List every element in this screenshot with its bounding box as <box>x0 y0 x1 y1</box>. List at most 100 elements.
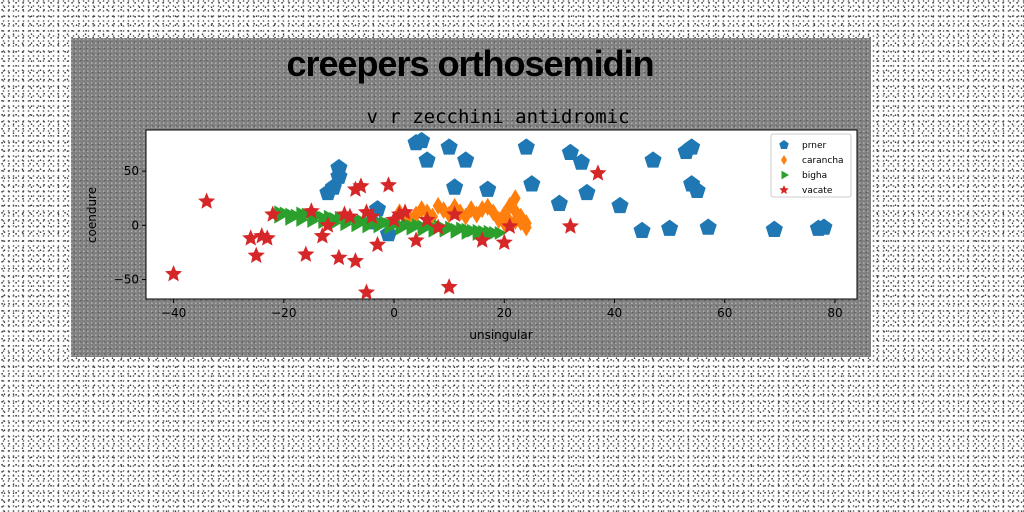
data-point-bigha <box>406 221 419 236</box>
data-point-vacate <box>390 205 409 222</box>
data-point-prner <box>815 218 833 235</box>
legend-box <box>770 133 852 198</box>
y-tick-label: 50 <box>124 164 139 178</box>
data-point-bigha <box>472 227 485 241</box>
data-point-prner <box>683 138 701 155</box>
data-point-vacate <box>368 235 387 253</box>
data-point-prner <box>661 219 679 236</box>
y-axis-label: coendure <box>85 187 99 243</box>
x-axis-label: unsingular <box>469 328 532 342</box>
data-point-prner <box>633 221 651 239</box>
data-point-bigha <box>340 217 353 232</box>
data-point-vacate <box>385 210 403 228</box>
data-point-bigha <box>285 211 298 226</box>
data-point-vacate <box>198 192 216 209</box>
data-point-vacate <box>589 164 607 181</box>
data-point-prner <box>644 151 662 168</box>
data-point-carancha <box>399 207 411 226</box>
data-point-carancha <box>410 205 422 224</box>
data-point-bigha <box>494 225 507 240</box>
data-point-prner <box>699 218 717 235</box>
legend-label: carancha <box>802 156 844 166</box>
legend-label: bigha <box>802 171 827 181</box>
x-tick-label: −20 <box>271 306 296 320</box>
data-point-prner <box>457 151 475 168</box>
data-point-prner <box>688 181 706 198</box>
data-point-vacate <box>363 207 381 224</box>
data-point-carancha <box>443 205 455 224</box>
data-point-vacate <box>495 233 513 250</box>
data-point-carancha <box>432 196 444 215</box>
data-point-prner <box>479 180 497 197</box>
data-point-vacate <box>440 278 458 295</box>
data-point-vacate <box>418 210 436 228</box>
data-point-vacate <box>264 205 282 222</box>
data-point-vacate <box>379 176 398 193</box>
data-marks <box>165 131 833 300</box>
chart-title: creepers orthosemidin <box>286 43 653 84</box>
data-point-vacate <box>346 252 364 269</box>
data-point-vacate <box>313 227 331 244</box>
data-point-prner <box>446 178 464 195</box>
data-point-prner <box>413 131 431 149</box>
figure: creepers orthosemidin v r zecchini antid… <box>71 38 871 357</box>
x-tick-label: 0 <box>390 306 398 320</box>
legend-label: prner <box>802 141 826 151</box>
legend-marker-vacate <box>779 185 789 195</box>
data-point-vacate <box>473 231 491 248</box>
axis-ticks: −40 −20 0 20 40 60 80 −50 0 50 <box>114 164 843 320</box>
x-tick-label: 80 <box>827 306 842 320</box>
x-tick-label: −40 <box>161 306 186 320</box>
data-point-vacate <box>247 246 265 263</box>
legend-marker-prner <box>779 140 789 150</box>
data-point-vacate <box>258 229 276 246</box>
data-point-prner <box>572 153 590 170</box>
data-point-vacate <box>302 202 320 219</box>
data-point-prner <box>523 175 541 192</box>
data-point-bigha <box>296 212 309 227</box>
data-point-bigha <box>384 220 397 235</box>
data-point-prner <box>418 151 436 168</box>
data-point-bigha <box>318 215 331 230</box>
data-point-vacate <box>357 203 376 220</box>
x-tick-label: 60 <box>717 306 732 320</box>
data-point-vacate <box>341 207 359 224</box>
data-point-vacate <box>446 205 464 222</box>
data-point-vacate <box>561 217 579 234</box>
series-prner <box>319 131 833 242</box>
data-point-prner <box>440 138 458 155</box>
chart-subtitle: v r zecchini antidromic <box>366 106 629 128</box>
data-point-bigha <box>307 214 320 228</box>
data-point-prner <box>517 138 535 155</box>
x-tick-label: 40 <box>607 306 622 320</box>
data-point-bigha <box>362 219 375 234</box>
data-point-vacate <box>319 216 337 233</box>
legend: prner carancha bigha vacate <box>770 133 852 198</box>
data-point-bigha <box>417 222 430 237</box>
y-tick-label: 0 <box>131 218 139 232</box>
data-point-prner <box>578 183 596 201</box>
data-point-prner <box>319 183 337 201</box>
y-tick-label: −50 <box>114 273 139 287</box>
data-point-carancha <box>504 196 516 215</box>
data-point-vacate <box>346 180 364 197</box>
data-point-bigha <box>461 225 474 240</box>
data-point-carancha <box>520 218 532 237</box>
data-point-bigha <box>450 224 463 239</box>
data-point-vacate <box>357 283 376 300</box>
data-point-vacate <box>396 203 414 220</box>
data-point-vacate <box>352 177 370 194</box>
x-tick-label: 20 <box>497 306 512 320</box>
data-point-prner <box>550 194 568 211</box>
scatter-chart: creepers orthosemidin v r zecchini antid… <box>85 43 858 342</box>
data-point-vacate <box>407 231 425 248</box>
legend-label: vacate <box>802 186 833 196</box>
data-point-vacate <box>429 218 447 235</box>
legend-marker-carancha <box>781 155 787 165</box>
data-point-vacate <box>297 245 315 262</box>
data-point-prner <box>611 196 629 214</box>
data-point-vacate <box>330 248 348 266</box>
data-point-vacate <box>165 265 183 282</box>
series-vacate <box>165 164 607 300</box>
legend-marker-bigha <box>781 170 789 180</box>
